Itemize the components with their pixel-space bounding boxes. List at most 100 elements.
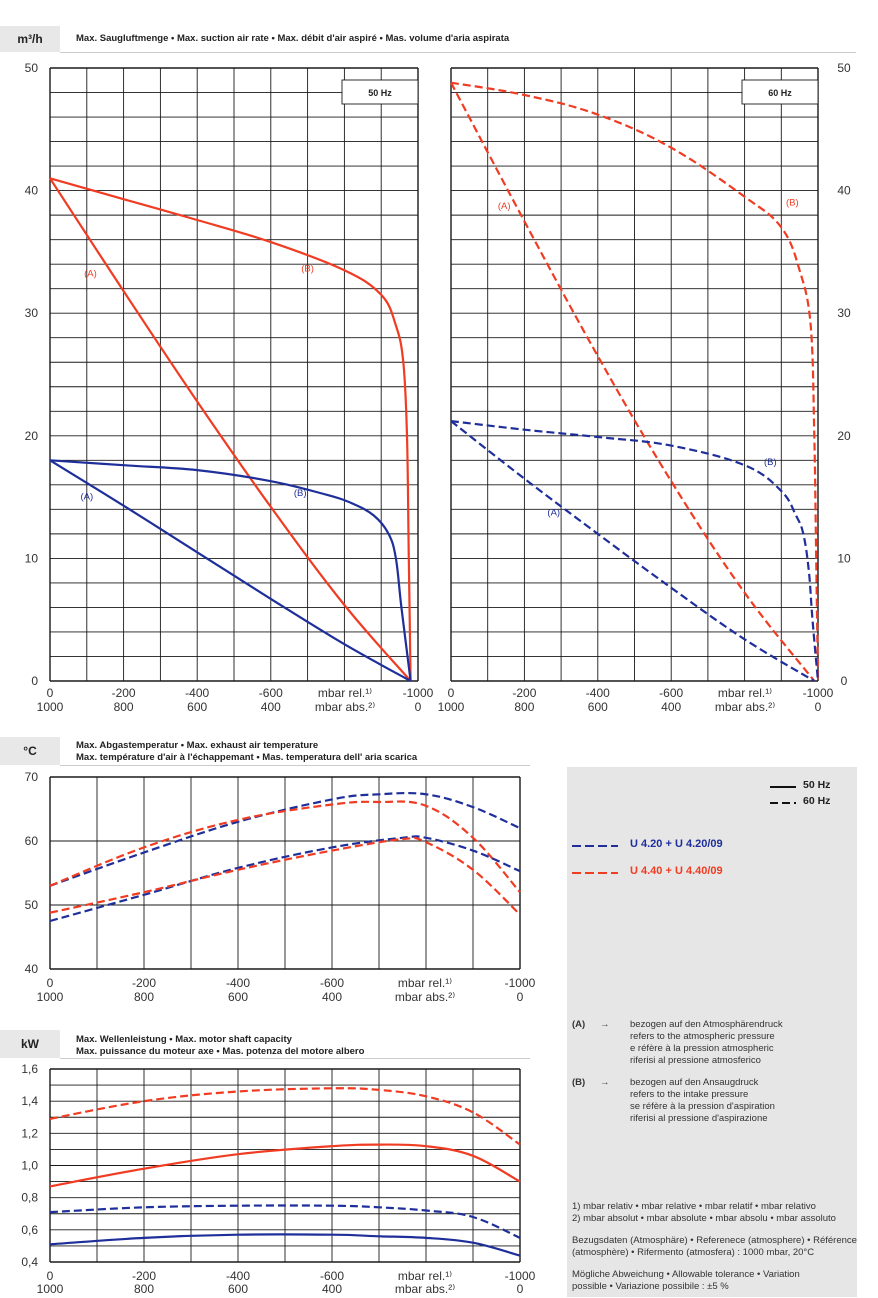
x-tick-label-rel: -200 — [512, 686, 536, 700]
note-a-line: e réfère à la pression atmospheric — [630, 1043, 774, 1054]
legend-50hz: 50 Hz — [803, 779, 831, 791]
x-tick-label-abs: 400 — [661, 700, 681, 714]
x-tick-label-rel: -1000 — [505, 1269, 536, 1283]
x-tick-label-abs: 600 — [228, 990, 248, 1004]
x-tick-label-abs: 0 — [517, 1282, 524, 1296]
series-line — [49, 177, 412, 682]
y-tick-label: 0 — [31, 674, 38, 688]
series-line — [49, 1143, 521, 1188]
series-line — [49, 1087, 521, 1146]
flow-title: Max. Saugluftmenge • Max. suction air ra… — [76, 33, 510, 44]
x-axis-label-rel: mbar rel.¹⁾ — [718, 686, 772, 700]
x-tick-label-rel: -400 — [185, 686, 209, 700]
temp-title-1: Max. Abgastemperatur • Max. exhaust air … — [76, 740, 319, 751]
x-axis-label-abs: mbar abs.²⁾ — [395, 1282, 455, 1296]
x-tick-label-abs: 1000 — [37, 1282, 64, 1296]
y-tick-label: 0,8 — [21, 1191, 38, 1205]
curve-label: (B) — [301, 264, 314, 275]
curve-label: (A) — [498, 201, 511, 212]
dashed-line-swatch — [770, 802, 796, 804]
series-line — [49, 836, 521, 916]
y-tick-label: 10 — [25, 551, 39, 565]
red-series-swatch — [572, 872, 618, 874]
x-tick-label-rel: -400 — [586, 686, 610, 700]
x-tick-label-abs: 400 — [322, 990, 342, 1004]
y-tick-label: 20 — [837, 429, 851, 443]
blue-series-swatch — [572, 845, 618, 847]
power-title-2: Max. puissance du moteur axe • Mas. pote… — [76, 1046, 365, 1057]
note-a-arrow: → — [600, 1019, 610, 1030]
x-tick-label-rel: -400 — [226, 976, 250, 990]
x-tick-label-rel: -200 — [132, 1269, 156, 1283]
x-tick-label-rel: -400 — [226, 1269, 250, 1283]
x-axis-label-rel: mbar rel.¹⁾ — [318, 686, 372, 700]
temp-divider — [60, 765, 530, 766]
curve-label: (A) — [547, 507, 560, 518]
x-tick-label-abs: 800 — [134, 1282, 154, 1296]
note-b-line: refers to the intake pressure — [630, 1089, 749, 1100]
curve-label: (B) — [294, 488, 307, 499]
note-a-line: riferisi al pressione atmosferico — [630, 1055, 761, 1066]
frequency-label-box — [341, 79, 419, 105]
x-tick-label-abs: 0 — [815, 700, 822, 714]
x-tick-label-abs: 800 — [514, 700, 534, 714]
series-line — [49, 800, 521, 893]
y-tick-label: 50 — [837, 61, 851, 75]
flow-unit-label: m³/h — [0, 26, 60, 52]
x-tick-label-abs: 1000 — [37, 990, 64, 1004]
series-line — [49, 1204, 521, 1239]
footnote-1: 1) mbar relativ • mbar relative • mbar r… — [572, 1201, 816, 1212]
x-tick-label-rel: 0 — [47, 976, 54, 990]
x-tick-label-abs: 800 — [114, 700, 134, 714]
note-b-arrow: → — [600, 1077, 610, 1088]
series-line — [450, 81, 820, 682]
curve-label: (B) — [786, 197, 799, 208]
y-tick-label: 10 — [837, 551, 851, 565]
legend-panel — [567, 767, 857, 1297]
series-line — [49, 1233, 521, 1257]
y-tick-label: 40 — [837, 184, 851, 198]
x-tick-label-rel: -200 — [132, 976, 156, 990]
x-tick-label-abs: 600 — [588, 700, 608, 714]
y-tick-label: 40 — [25, 962, 39, 976]
x-tick-label-rel: -600 — [259, 686, 283, 700]
y-tick-label: 40 — [25, 184, 39, 198]
note-a-line: refers to the atmospheric pressure — [630, 1031, 775, 1042]
y-tick-label: 1,6 — [21, 1062, 38, 1076]
x-tick-label-abs: 600 — [187, 700, 207, 714]
curve-label: (A) — [84, 268, 97, 279]
tolerance-note-2: possible • Variazione possibile : ±5 % — [572, 1281, 729, 1292]
x-tick-label-abs: 0 — [517, 990, 524, 1004]
y-tick-label: 0,4 — [21, 1255, 38, 1269]
legend-red-series: U 4.40 + U 4.40/09 — [630, 865, 723, 877]
x-tick-label-rel: -1000 — [803, 686, 834, 700]
power-title-1: Max. Wellenleistung • Max. motor shaft c… — [76, 1034, 292, 1045]
y-tick-label: 1,2 — [21, 1126, 38, 1140]
x-tick-label-abs: 1000 — [438, 700, 465, 714]
series-line — [49, 459, 412, 682]
curve-label: (A) — [80, 492, 93, 503]
x-tick-label-rel: -1000 — [403, 686, 434, 700]
y-tick-label: 1,0 — [21, 1159, 38, 1173]
x-tick-label-abs: 400 — [261, 700, 281, 714]
reference-note-2: (atmosphère) • Rifermento (atmosfera) : … — [572, 1247, 815, 1258]
power-divider — [60, 1058, 530, 1059]
series-line — [49, 835, 521, 923]
x-axis-label-abs: mbar abs.²⁾ — [315, 700, 375, 714]
y-tick-label: 30 — [837, 306, 851, 320]
series-line — [49, 177, 412, 682]
legend-60hz: 60 Hz — [803, 795, 831, 807]
power-unit-label: kW — [0, 1030, 60, 1058]
series-line — [49, 459, 412, 682]
x-tick-label-rel: -600 — [320, 1269, 344, 1283]
series-line — [450, 420, 820, 682]
series-line — [450, 420, 815, 682]
legend-blue-series: U 4.20 + U 4.20/09 — [630, 838, 723, 850]
note-a-tag: (A) — [572, 1019, 586, 1030]
x-tick-label-rel: -200 — [112, 686, 136, 700]
frequency-label-box — [741, 79, 819, 105]
x-tick-label-abs: 800 — [134, 990, 154, 1004]
note-b-tag: (B) — [572, 1077, 586, 1088]
x-tick-label-abs: 600 — [228, 1282, 248, 1296]
